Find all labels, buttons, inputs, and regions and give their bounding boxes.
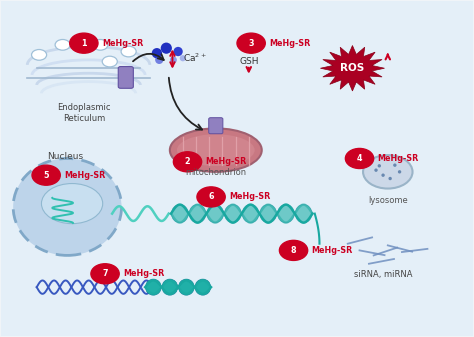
Ellipse shape — [195, 279, 210, 295]
Circle shape — [346, 148, 374, 168]
Text: ROS: ROS — [340, 63, 365, 73]
Text: Nucleus: Nucleus — [47, 152, 83, 161]
Ellipse shape — [41, 184, 103, 224]
FancyBboxPatch shape — [209, 118, 223, 134]
Ellipse shape — [162, 279, 178, 295]
Circle shape — [93, 39, 108, 50]
Ellipse shape — [177, 134, 255, 166]
Text: 5: 5 — [44, 171, 49, 180]
Ellipse shape — [170, 128, 262, 172]
Text: MeHg-SR: MeHg-SR — [377, 154, 419, 163]
Text: 2: 2 — [185, 157, 191, 166]
Text: Endoplasmic
Reticulum: Endoplasmic Reticulum — [57, 103, 110, 123]
Circle shape — [121, 46, 136, 57]
Ellipse shape — [277, 205, 294, 223]
Text: 4: 4 — [357, 154, 362, 163]
Point — [379, 173, 387, 178]
Text: 8: 8 — [291, 246, 296, 255]
Text: MeHg-SR: MeHg-SR — [102, 39, 143, 48]
Ellipse shape — [13, 158, 121, 255]
Circle shape — [102, 56, 117, 67]
Ellipse shape — [295, 205, 312, 223]
Circle shape — [173, 152, 201, 172]
Ellipse shape — [260, 205, 277, 223]
Circle shape — [91, 264, 119, 284]
Text: MeHg-SR: MeHg-SR — [123, 269, 164, 278]
Text: MeHg-SR: MeHg-SR — [205, 157, 246, 166]
Text: 1: 1 — [81, 39, 87, 48]
Text: MeHg-SR: MeHg-SR — [269, 39, 310, 48]
Text: MeHg-SR: MeHg-SR — [311, 246, 353, 255]
Circle shape — [32, 165, 60, 185]
Circle shape — [237, 33, 265, 53]
Text: 6: 6 — [209, 192, 214, 202]
Text: MeHg-SR: MeHg-SR — [229, 192, 270, 202]
Point — [174, 49, 182, 54]
Point — [396, 169, 403, 175]
Ellipse shape — [363, 155, 412, 189]
Point — [170, 57, 177, 63]
Point — [386, 176, 394, 181]
Text: GSH: GSH — [239, 57, 258, 66]
Circle shape — [32, 50, 46, 60]
FancyBboxPatch shape — [118, 67, 133, 88]
Point — [391, 162, 399, 168]
Ellipse shape — [172, 205, 188, 223]
Polygon shape — [320, 45, 384, 91]
Ellipse shape — [242, 205, 259, 223]
Text: siRNA, miRNA: siRNA, miRNA — [354, 270, 412, 279]
Text: lysosome: lysosome — [368, 196, 408, 205]
Ellipse shape — [189, 205, 206, 223]
Circle shape — [197, 187, 225, 207]
Point — [163, 45, 170, 51]
Ellipse shape — [146, 279, 161, 295]
Circle shape — [70, 33, 98, 53]
Ellipse shape — [179, 279, 194, 295]
Ellipse shape — [225, 205, 241, 223]
Ellipse shape — [207, 205, 224, 223]
Text: 3: 3 — [248, 39, 254, 48]
Point — [375, 163, 383, 168]
Point — [179, 56, 187, 61]
Point — [155, 57, 163, 63]
Circle shape — [55, 39, 70, 50]
Point — [372, 167, 380, 173]
Circle shape — [279, 240, 308, 261]
Text: Ca$^{2+}$: Ca$^{2+}$ — [183, 52, 207, 64]
Point — [153, 51, 161, 56]
Text: MeHg-SR: MeHg-SR — [64, 171, 105, 180]
Text: 7: 7 — [102, 269, 108, 278]
Text: mitochondrion: mitochondrion — [185, 168, 246, 178]
